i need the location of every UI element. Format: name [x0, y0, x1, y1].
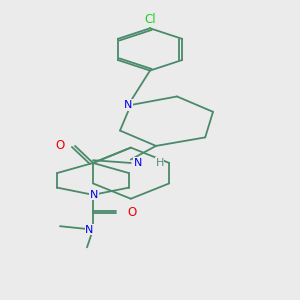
Text: O: O [56, 140, 64, 152]
Text: N: N [134, 158, 142, 168]
Text: Cl: Cl [144, 13, 156, 26]
Text: N: N [85, 225, 94, 235]
Text: H: H [155, 158, 164, 168]
Text: O: O [128, 206, 136, 219]
Text: N: N [90, 190, 98, 200]
Text: N: N [124, 100, 132, 110]
